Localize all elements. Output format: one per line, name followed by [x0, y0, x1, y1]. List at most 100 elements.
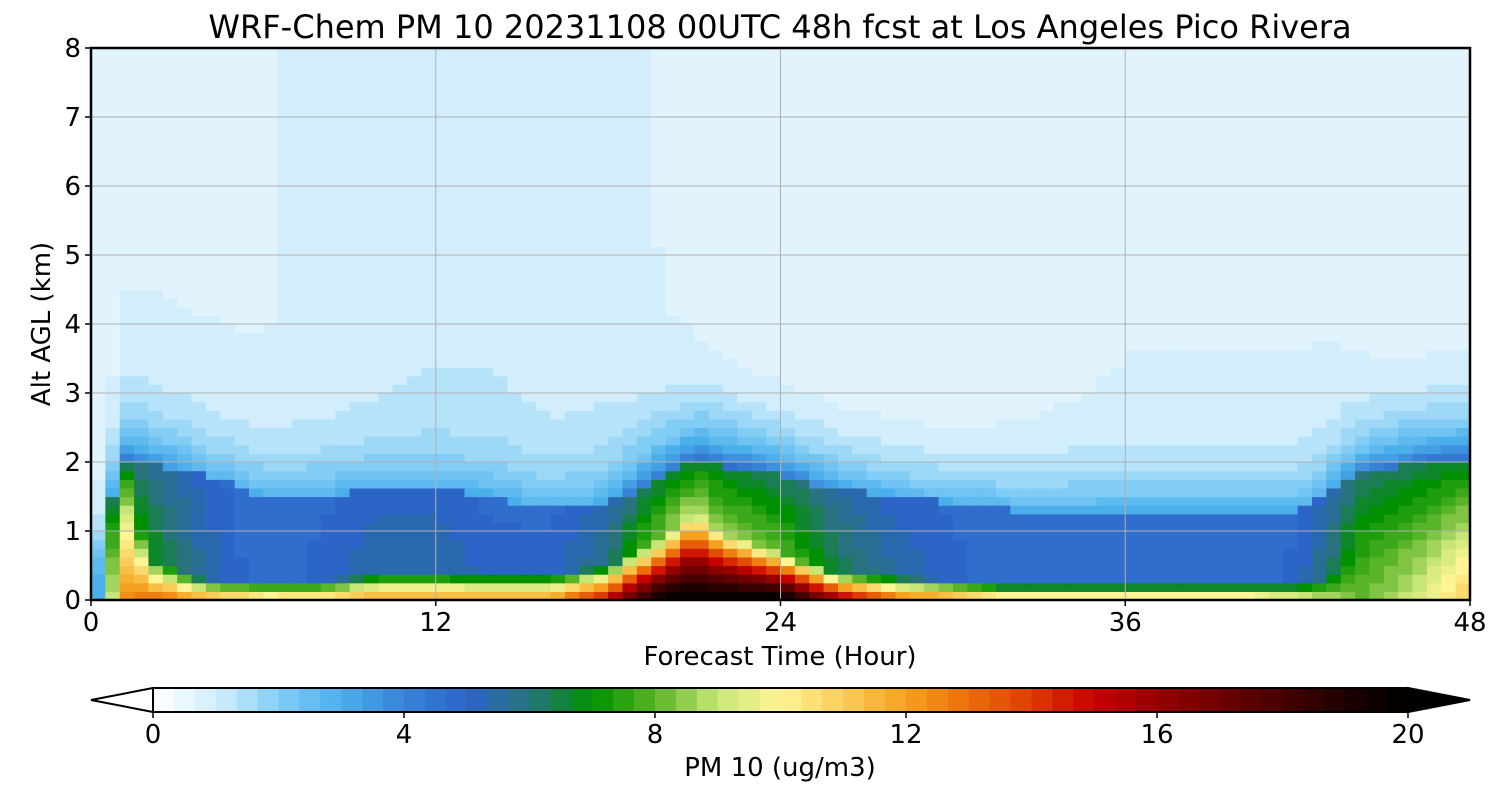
heatmap-cell: [1067, 410, 1083, 420]
heatmap-cell: [392, 487, 408, 498]
heatmap-cell: [1053, 496, 1069, 506]
heatmap-cell: [665, 324, 681, 334]
heatmap-cell: [177, 237, 193, 247]
heatmap-cell: [1067, 531, 1083, 541]
heatmap-cell: [277, 393, 293, 403]
heatmap-cell: [234, 108, 250, 118]
heatmap-cell: [407, 82, 422, 92]
heatmap-cell: [493, 332, 509, 342]
heatmap-cell: [895, 462, 911, 472]
heatmap-cell: [679, 418, 695, 429]
heatmap-cell: [823, 582, 839, 592]
heatmap-cell: [1110, 289, 1126, 299]
heatmap-cell: [1153, 548, 1169, 558]
heatmap-cell: [708, 324, 724, 334]
heatmap-cell: [608, 393, 624, 403]
heatmap-cell: [895, 91, 911, 101]
heatmap-cell: [679, 177, 695, 187]
heatmap-cell: [780, 556, 796, 567]
heatmap-cell: [177, 82, 193, 92]
heatmap-cell: [148, 117, 164, 127]
heatmap-cell: [119, 272, 135, 282]
heatmap-cell: [550, 298, 566, 308]
heatmap-cell: [320, 496, 336, 506]
heatmap-cell: [349, 470, 365, 480]
heatmap-cell: [1067, 65, 1083, 75]
heatmap-cell: [622, 375, 638, 385]
heatmap-cell: [1053, 531, 1069, 541]
heatmap-cell: [320, 203, 336, 213]
heatmap-cell: [1010, 401, 1026, 411]
heatmap-cell: [938, 160, 954, 170]
heatmap-cell: [1039, 453, 1055, 463]
heatmap-cell: [148, 306, 164, 316]
heatmap-cell: [191, 211, 207, 222]
heatmap-cell: [751, 341, 767, 351]
heatmap-cell: [1139, 99, 1155, 109]
heatmap-cell: [780, 65, 796, 75]
heatmap-cell: [895, 522, 911, 532]
heatmap-cell: [292, 289, 308, 299]
heatmap-cell: [205, 384, 221, 394]
heatmap-cell: [378, 134, 394, 144]
heatmap-cell: [708, 134, 724, 144]
heatmap-cell: [1110, 82, 1126, 92]
heatmap-cell: [924, 194, 940, 204]
heatmap-cell: [622, 548, 638, 558]
heatmap-cell: [636, 203, 652, 213]
heatmap-cell: [378, 142, 394, 153]
heatmap-cell: [651, 272, 667, 282]
heatmap-cell: [320, 522, 336, 532]
heatmap-cell: [478, 556, 494, 567]
heatmap-cell: [148, 220, 164, 230]
heatmap-cell: [881, 255, 897, 265]
heatmap-cell: [952, 142, 968, 153]
heatmap-cell: [895, 513, 911, 523]
heatmap-cell: [450, 548, 466, 558]
heatmap-cell: [320, 367, 336, 377]
heatmap-cell: [234, 134, 250, 144]
heatmap-cell: [593, 401, 609, 411]
heatmap-cell: [119, 341, 135, 351]
heatmap-cell: [794, 462, 810, 472]
heatmap-cell: [737, 470, 753, 480]
heatmap-cell: [952, 246, 968, 256]
heatmap-cell: [521, 496, 537, 506]
heatmap-cell: [263, 367, 279, 377]
heatmap-cell: [608, 194, 624, 204]
heatmap-cell: [1182, 349, 1198, 360]
heatmap-cell: [708, 384, 724, 394]
heatmap-cell: [694, 272, 710, 282]
heatmap-cell: [780, 410, 796, 420]
heatmap-cell: [1168, 306, 1184, 316]
heatmap-cell: [1168, 324, 1184, 334]
heatmap-cell: [378, 565, 394, 575]
heatmap-cell: [162, 125, 178, 135]
heatmap-cell: [924, 582, 940, 592]
heatmap-cell: [780, 108, 796, 118]
heatmap-cell: [1153, 453, 1169, 463]
heatmap-cell: [766, 168, 782, 178]
heatmap-cell: [134, 168, 150, 178]
heatmap-cell: [507, 48, 523, 58]
heatmap-cell: [349, 298, 365, 308]
heatmap-cell: [651, 306, 667, 316]
heatmap-cell: [363, 280, 379, 291]
heatmap-cell: [306, 203, 322, 213]
heatmap-cell: [809, 453, 825, 463]
heatmap-cell: [292, 479, 308, 489]
heatmap-cell: [335, 418, 351, 429]
heatmap-cell: [493, 384, 509, 394]
heatmap-cell: [1168, 280, 1184, 291]
heatmap-cell: [766, 315, 782, 325]
heatmap-cell: [363, 203, 379, 213]
heatmap-cell: [105, 324, 121, 334]
heatmap-cell: [1182, 565, 1198, 575]
heatmap-cell: [191, 418, 207, 429]
heatmap-cell: [636, 505, 652, 515]
heatmap-cell: [679, 444, 695, 454]
heatmap-cell: [392, 194, 408, 204]
heatmap-cell: [277, 255, 293, 265]
heatmap-cell: [1053, 65, 1069, 75]
heatmap-cell: [881, 505, 897, 515]
